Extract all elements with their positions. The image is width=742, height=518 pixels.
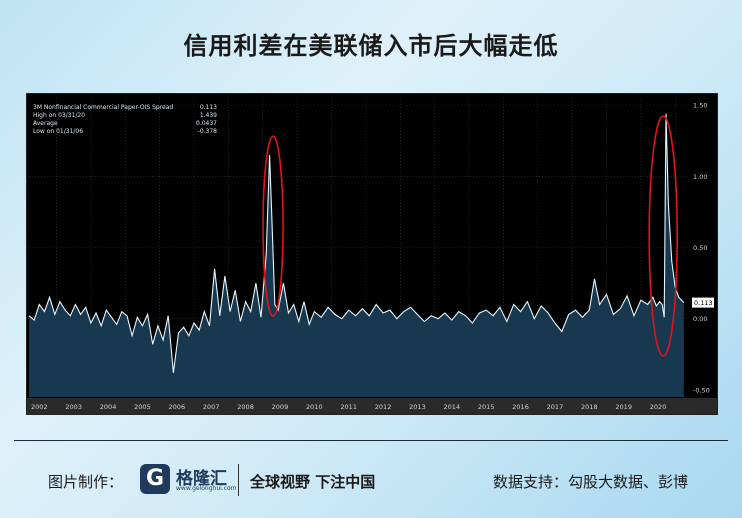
logo-url: www.gelonghui.com xyxy=(176,485,237,492)
last-value-label: 0.113 xyxy=(694,299,713,307)
legend-average-value: 0.0437 xyxy=(196,120,217,127)
last-value-box xyxy=(692,297,714,308)
x-tick-label: 2002 xyxy=(31,403,48,411)
x-tick-label: 2014 xyxy=(444,403,461,411)
y-tick-label: 1.50 xyxy=(693,102,707,110)
x-axis-band xyxy=(27,398,717,414)
legend-high-value: 1.439 xyxy=(199,112,217,119)
series-area xyxy=(29,113,684,398)
legend-high-name: High on 03/31/20 xyxy=(33,112,86,119)
footer-made-by-label: 图片制作： xyxy=(48,473,124,491)
logo-name: 格隆汇 xyxy=(176,469,227,489)
x-tick-label: 2006 xyxy=(169,403,186,411)
page-title: 信用利差在美联储入市后大幅走低 xyxy=(183,32,559,60)
x-tick-label: 2016 xyxy=(512,403,529,411)
x-tick-label: 2017 xyxy=(547,403,564,411)
footer-divider xyxy=(14,440,728,441)
legend-average-name: Average xyxy=(33,120,58,127)
highlight-ellipse xyxy=(648,115,679,357)
footer-slogan: 全球视野 下注中国 xyxy=(250,473,376,491)
footer: 图片制作： G 格隆汇 www.gelonghui.com 全球视野 下注中国 … xyxy=(0,450,742,510)
x-tick-label: 2012 xyxy=(375,403,392,411)
x-tick-label: 2009 xyxy=(272,403,289,411)
x-tick-label: 2019 xyxy=(615,403,632,411)
x-tick-label: 2003 xyxy=(65,403,82,411)
x-tick-label: 2007 xyxy=(203,403,220,411)
chart-legend: 3M Nonfinancial Commercial Paper-OIS Spr… xyxy=(33,104,217,136)
x-tick-label: 2018 xyxy=(581,403,598,411)
legend-row: Average 0.0437 xyxy=(33,120,217,128)
footer-data-source: 数据支持：勾股大数据、彭博 xyxy=(493,473,689,491)
y-tick-label: 0.50 xyxy=(693,244,707,252)
chart-plot: -0.50 0.00 0.50 1.00 1.50 2002 2003 2004 2005 200… xyxy=(27,98,717,414)
x-tick-label: 2010 xyxy=(306,403,323,411)
x-tick-label: 2005 xyxy=(134,403,151,411)
legend-series-name: 3M Nonfinancial Commercial Paper-OIS Spr… xyxy=(33,104,174,111)
highlight-ellipse xyxy=(262,135,284,317)
legend-row: 3M Nonfinancial Commercial Paper-OIS Spr… xyxy=(33,104,217,112)
y-tick-label: 1.00 xyxy=(693,173,707,181)
x-tick-label: 2011 xyxy=(340,403,357,411)
x-tick-label: 2008 xyxy=(237,403,254,411)
legend-series-value: 0.113 xyxy=(199,104,217,111)
series-line xyxy=(28,113,685,373)
legend-low-value: -0.378 xyxy=(197,128,217,135)
gelonghui-logo-icon: G xyxy=(140,464,170,494)
x-tick-label: 2015 xyxy=(478,403,495,411)
x-tick-label: 2013 xyxy=(409,403,426,411)
x-tick-label: 2004 xyxy=(100,403,117,411)
logo-divider xyxy=(238,464,239,496)
x-tick-label: 2020 xyxy=(650,403,667,411)
legend-row: High on 03/31/20 1.439 xyxy=(33,112,217,120)
chart-frame: -0.50 0.00 0.50 1.00 1.50 2002 2003 2004 2005 200… xyxy=(26,93,718,415)
y-tick-label: -0.50 xyxy=(693,386,710,394)
legend-row: Low on 01/31/06 -0.378 xyxy=(33,128,217,136)
y-tick-label: 0.00 xyxy=(693,315,707,323)
legend-low-name: Low on 01/31/06 xyxy=(33,128,84,135)
